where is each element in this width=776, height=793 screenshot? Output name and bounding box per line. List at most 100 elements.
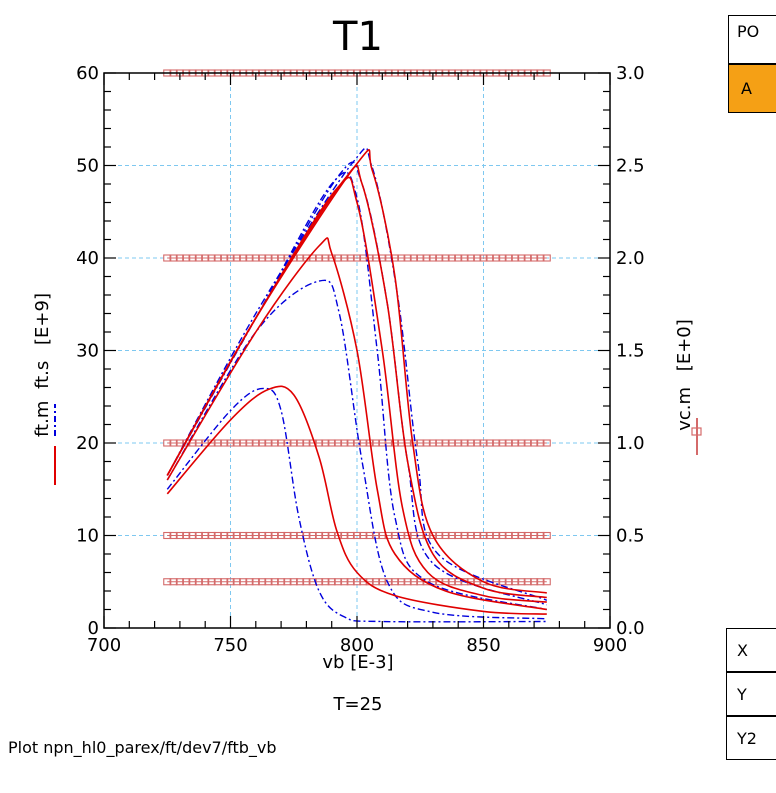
vc-m-marker [277,531,286,540]
vc-m-marker [454,531,463,540]
vc-m-marker [207,578,216,586]
vc-m-marker [308,531,317,540]
vc-m-marker [492,578,501,586]
vc-m-marker [207,531,216,540]
chart-subtitle: T=25 [333,694,383,715]
vc-m-marker [251,578,260,586]
vc-m-marker [397,254,406,262]
vc-m-marker [213,439,222,447]
vc-m-marker [333,439,343,447]
vc-m-marker [390,439,400,447]
vc-m-marker [371,439,381,447]
y-tick-label-right: 0.5 [616,526,645,547]
vc-m-marker [296,439,305,447]
y-tick-label-right: 3.0 [616,63,645,84]
vc-m-marker [536,439,545,447]
y-label-ft-m: ft.m [32,401,53,437]
vc-m-marker [378,439,387,447]
y-axis-right-label: vc.m [E+0] [674,319,695,431]
vc-m-marker [536,578,545,586]
vc-m-marker [346,254,355,262]
x-tick-label: 800 [340,635,374,656]
vc-m-marker [163,578,172,586]
vc-m-marker [283,439,292,447]
vc-m-marker [409,578,418,586]
vc-m-marker [175,578,184,586]
vc-m-marker [333,254,343,262]
vc-m-marker [169,578,178,586]
y-label-vc-m: vc.m [674,387,695,431]
vc-m-marker [378,578,387,586]
vc-m-marker [321,531,330,540]
y-tick-label-left: 40 [76,248,99,269]
vc-m-marker [523,531,532,540]
y-tick-label-left: 60 [76,63,99,84]
ft-s-curve [166,279,547,620]
vc-m-marker [352,578,362,586]
vc-m-marker [441,439,450,447]
y-axis-left-label: ft.m ft.s [E+9] [32,293,53,437]
x-readout[interactable]: X [726,628,776,672]
vc-m-marker [283,531,292,540]
vc-m-marker [504,531,513,540]
vc-m-marker [321,254,330,262]
vc-m-marker [416,439,425,447]
vc-m-marker [194,439,203,447]
vc-m-marker [352,254,362,262]
y-readout[interactable]: Y [726,672,776,716]
vc-m-marker [428,254,437,262]
vc-m-marker [340,578,349,586]
vc-m-marker [530,439,539,447]
vc-m-marker [504,439,513,447]
vc-m-marker [220,578,229,586]
vc-m-marker [251,254,260,262]
vc-m-marker [435,578,444,586]
y2-label: Y2 [737,729,757,748]
y-tick-label-right: 0.0 [616,618,645,639]
vc-m-marker [188,531,197,540]
vc-m-marker [371,578,381,586]
vc-m-marker [441,254,450,262]
vc-m-marker [530,254,539,262]
vc-m-marker [523,578,532,586]
vc-m-marker [226,254,235,262]
vc-m-marker [504,578,513,586]
y2-readout[interactable]: Y2 [726,716,776,760]
plot-footer: Plot npn_hl0_parex/ft/dev7/ftb_vb [8,738,277,757]
vc-m-marker [226,439,235,447]
ft-m-curve [166,237,547,611]
vc-m-marker [473,254,482,262]
vc-m-marker [340,439,349,447]
vc-m-marker [194,531,203,540]
vc-m-marker [245,439,254,447]
po-panel[interactable]: PO [728,15,776,64]
vc-m-marker [536,531,545,540]
vc-m-marker [340,254,349,262]
y-tick-label-right: 2.5 [616,156,645,177]
y-tick-label-left: 10 [76,526,99,547]
vc-m-marker [352,531,362,540]
y-label-ft-s: ft.s [32,361,53,389]
vc-m-marker [289,531,298,540]
vc-m-marker [289,578,298,586]
vc-m-marker [251,531,260,540]
vc-m-marker [492,254,501,262]
vc-m-marker [232,578,241,586]
vc-m-marker [327,578,336,586]
chart-title: T1 [332,14,383,60]
vc-m-marker [517,254,526,262]
a-button[interactable]: A [728,64,776,113]
ft-m-curve [166,385,547,615]
vc-m-marker [390,578,400,586]
vc-m-marker [447,578,456,586]
vc-m-marker [498,439,507,447]
vc-m-marker [473,531,482,540]
x-tick-label: 700 [87,635,121,656]
vc-m-marker [289,439,298,447]
vc-m-marker [327,439,336,447]
vc-m-marker [213,254,222,262]
y-tick-label-right: 1.5 [616,341,645,362]
vc-m-marker [447,439,456,447]
y-tick-label-left: 50 [76,156,99,177]
